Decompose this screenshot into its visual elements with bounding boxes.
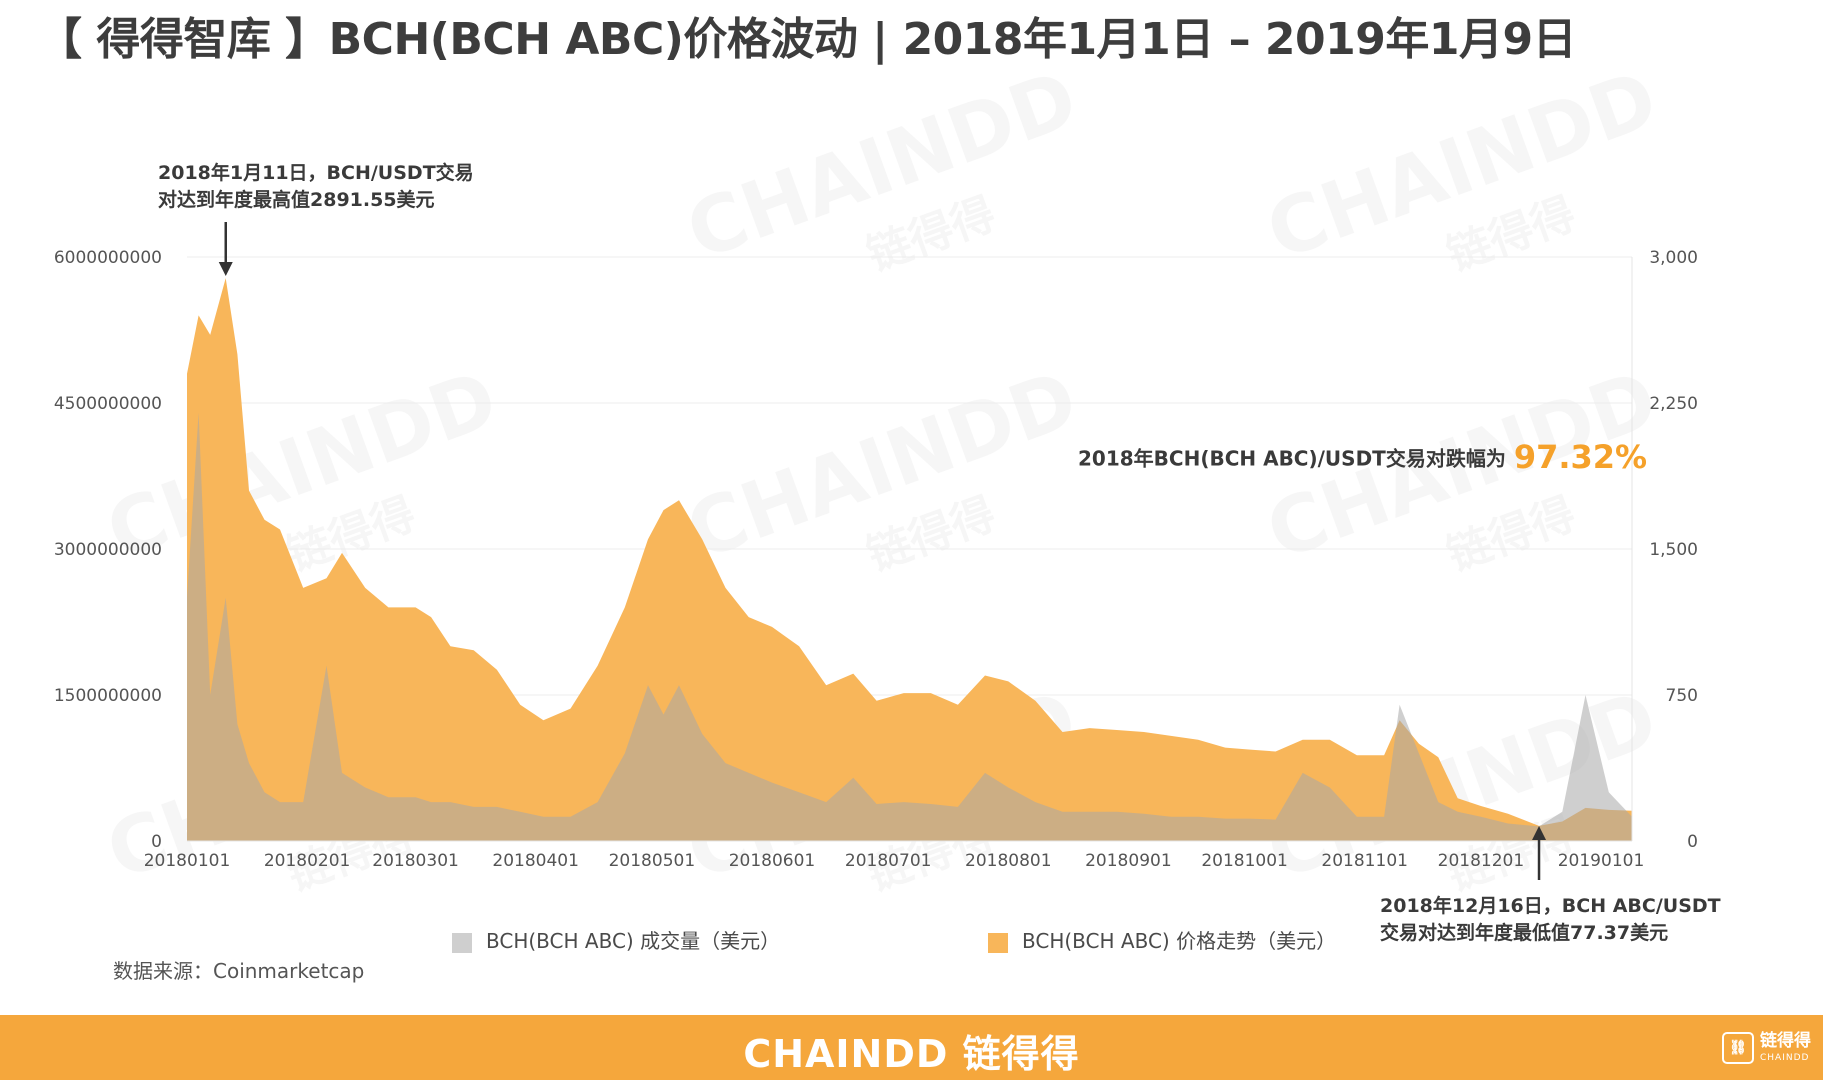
chaindd-logo-icon: ⛓ [1722, 1032, 1754, 1064]
y-left-tick-label: 1500000000 [54, 686, 162, 706]
y-left-tick-label: 0 [151, 832, 162, 852]
axes: 0 1500000000 3000000000 4500000000 600000000… [54, 248, 1698, 871]
peak-arrow-head [218, 262, 233, 276]
chart-areas [187, 278, 1632, 842]
page-title: 【 得得智库 】BCH(BCH ABC)价格波动 | 2018年1月1日 – 2… [38, 14, 1577, 65]
x-tick-label: 20180901 [1085, 851, 1172, 871]
x-tick-label: 20180601 [729, 851, 816, 871]
drop-annotation: 2018年BCH(BCH ABC)/USDT交易对跌幅为 97.32% [1078, 438, 1647, 476]
annotation-arrows [218, 222, 1547, 880]
volume-area [187, 412, 1632, 841]
y-right-tick-label: 3,000 [1649, 248, 1698, 268]
legend-price: BCH(BCH ABC) 价格走势（美元） [988, 928, 1336, 954]
legend-price-label: BCH(BCH ABC) 价格走势（美元） [1022, 929, 1337, 953]
y-left-tick-label: 6000000000 [54, 248, 162, 268]
x-tick-label: 20180201 [264, 851, 351, 871]
x-tick-label: 20180801 [965, 851, 1052, 871]
peak-annotation-line2: 对达到年度最高值2891.55美元 [158, 189, 435, 211]
x-tick-label: 20181201 [1438, 851, 1525, 871]
footer-logo-cn: 链得得 [1760, 1031, 1811, 1051]
y-right-tick-label: 1,500 [1649, 540, 1698, 560]
footer-logo-en: CHAINDD [1760, 1053, 1810, 1063]
y-left-tick-label: 4500000000 [54, 394, 162, 414]
legend-price-swatch [988, 932, 1008, 953]
peak-annotation: 2018年1月11日，BCH/USDT交易 对达到年度最高值2891.55美元 [158, 160, 474, 214]
low-annotation: 2018年12月16日，BCH ABC/USDT 交易对达到年度最低值77.37… [1380, 893, 1721, 947]
x-tick-label: 20180101 [144, 851, 231, 871]
x-tick-label: 20180501 [609, 851, 696, 871]
legend-volume: BCH(BCH ABC) 成交量（美元） [452, 928, 780, 954]
legend-volume-label: BCH(BCH ABC) 成交量（美元） [486, 929, 781, 953]
drop-annotation-text: 2018年BCH(BCH ABC)/USDT交易对跌幅为 [1078, 446, 1506, 471]
footer-bar: CHAINDD 链得得 ⛓ 链得得 CHAINDD [0, 1015, 1823, 1080]
y-left-tick-label: 3000000000 [54, 540, 162, 560]
drop-annotation-percent: 97.32% [1513, 438, 1648, 476]
x-tick-label: 20190101 [1558, 851, 1645, 871]
x-tick-label: 20180301 [372, 851, 459, 871]
x-tick-label: 20180701 [845, 851, 932, 871]
y-right-tick-label: 0 [1687, 832, 1698, 852]
y-right-tick-label: 750 [1666, 686, 1698, 706]
data-source: 数据来源：Coinmarketcap [113, 959, 365, 983]
low-arrow-head [1532, 826, 1547, 840]
footer-brand: CHAINDD 链得得 [743, 1032, 1080, 1076]
x-tick-label: 20181001 [1201, 851, 1288, 871]
y-right-tick-label: 2,250 [1649, 394, 1698, 414]
peak-annotation-line1: 2018年1月11日，BCH/USDT交易 [158, 162, 474, 184]
low-annotation-line2: 交易对达到年度最低值77.37美元 [1380, 922, 1669, 944]
footer-logo: ⛓ 链得得 CHAINDD [1722, 1031, 1811, 1065]
x-tick-label: 20181101 [1321, 851, 1408, 871]
x-tick-label: 20180401 [492, 851, 579, 871]
legend-volume-swatch [452, 932, 472, 953]
low-annotation-line1: 2018年12月16日，BCH ABC/USDT [1380, 895, 1721, 917]
